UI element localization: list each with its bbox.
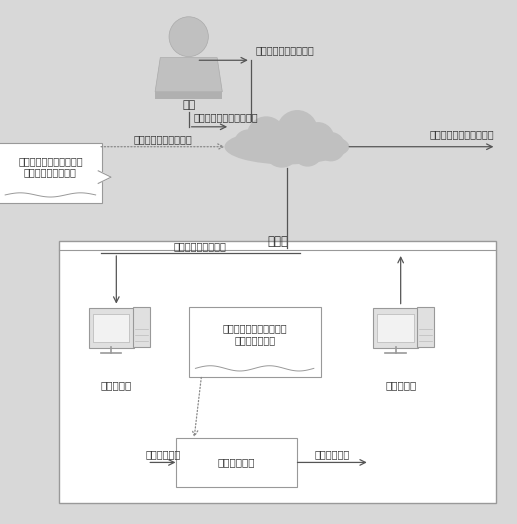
Text: 输出业务结果: 输出业务结果 bbox=[314, 449, 350, 459]
Text: 业务逻辑处理: 业务逻辑处理 bbox=[218, 457, 255, 467]
Ellipse shape bbox=[224, 129, 349, 165]
Text: 服务端出口: 服务端出口 bbox=[385, 380, 416, 390]
Circle shape bbox=[316, 132, 345, 161]
Circle shape bbox=[277, 110, 318, 152]
Text: 查看服务端返回的结果: 查看服务端返回的结果 bbox=[256, 45, 315, 55]
FancyBboxPatch shape bbox=[417, 307, 434, 347]
FancyBboxPatch shape bbox=[133, 307, 149, 347]
FancyBboxPatch shape bbox=[176, 438, 297, 487]
Text: 会在传输过程中携带服务
端待处理的业务数据: 会在传输过程中携带服务 端待处理的业务数据 bbox=[18, 156, 83, 178]
FancyBboxPatch shape bbox=[377, 314, 414, 343]
FancyBboxPatch shape bbox=[189, 307, 321, 377]
FancyBboxPatch shape bbox=[0, 143, 102, 203]
Text: 在传入之前会先执行客户
端数据过滤操作: 在传入之前会先执行客户 端数据过滤操作 bbox=[222, 323, 287, 345]
Text: 服务端: 服务端 bbox=[268, 235, 288, 247]
Circle shape bbox=[264, 131, 300, 168]
Circle shape bbox=[169, 17, 208, 57]
Text: 服务端入口: 服务端入口 bbox=[101, 380, 132, 390]
FancyBboxPatch shape bbox=[373, 308, 418, 348]
FancyBboxPatch shape bbox=[93, 314, 129, 343]
Text: 传入业务数据: 传入业务数据 bbox=[145, 449, 180, 459]
Polygon shape bbox=[98, 171, 111, 183]
Text: 执行服务端业务请求操作: 执行服务端业务请求操作 bbox=[194, 113, 258, 123]
Circle shape bbox=[247, 116, 286, 156]
FancyBboxPatch shape bbox=[155, 92, 222, 99]
Circle shape bbox=[301, 122, 334, 156]
Text: 通过网络传输请求信息: 通过网络传输请求信息 bbox=[133, 134, 192, 144]
FancyBboxPatch shape bbox=[89, 308, 133, 348]
Text: 接收并解析请求信息: 接收并解析请求信息 bbox=[174, 241, 227, 251]
Polygon shape bbox=[155, 58, 222, 92]
FancyBboxPatch shape bbox=[59, 241, 496, 503]
Circle shape bbox=[234, 129, 263, 159]
Circle shape bbox=[292, 135, 323, 167]
Text: 用户: 用户 bbox=[182, 100, 195, 110]
Text: 转换业务执行结果并输出: 转换业务执行结果并输出 bbox=[429, 129, 494, 139]
